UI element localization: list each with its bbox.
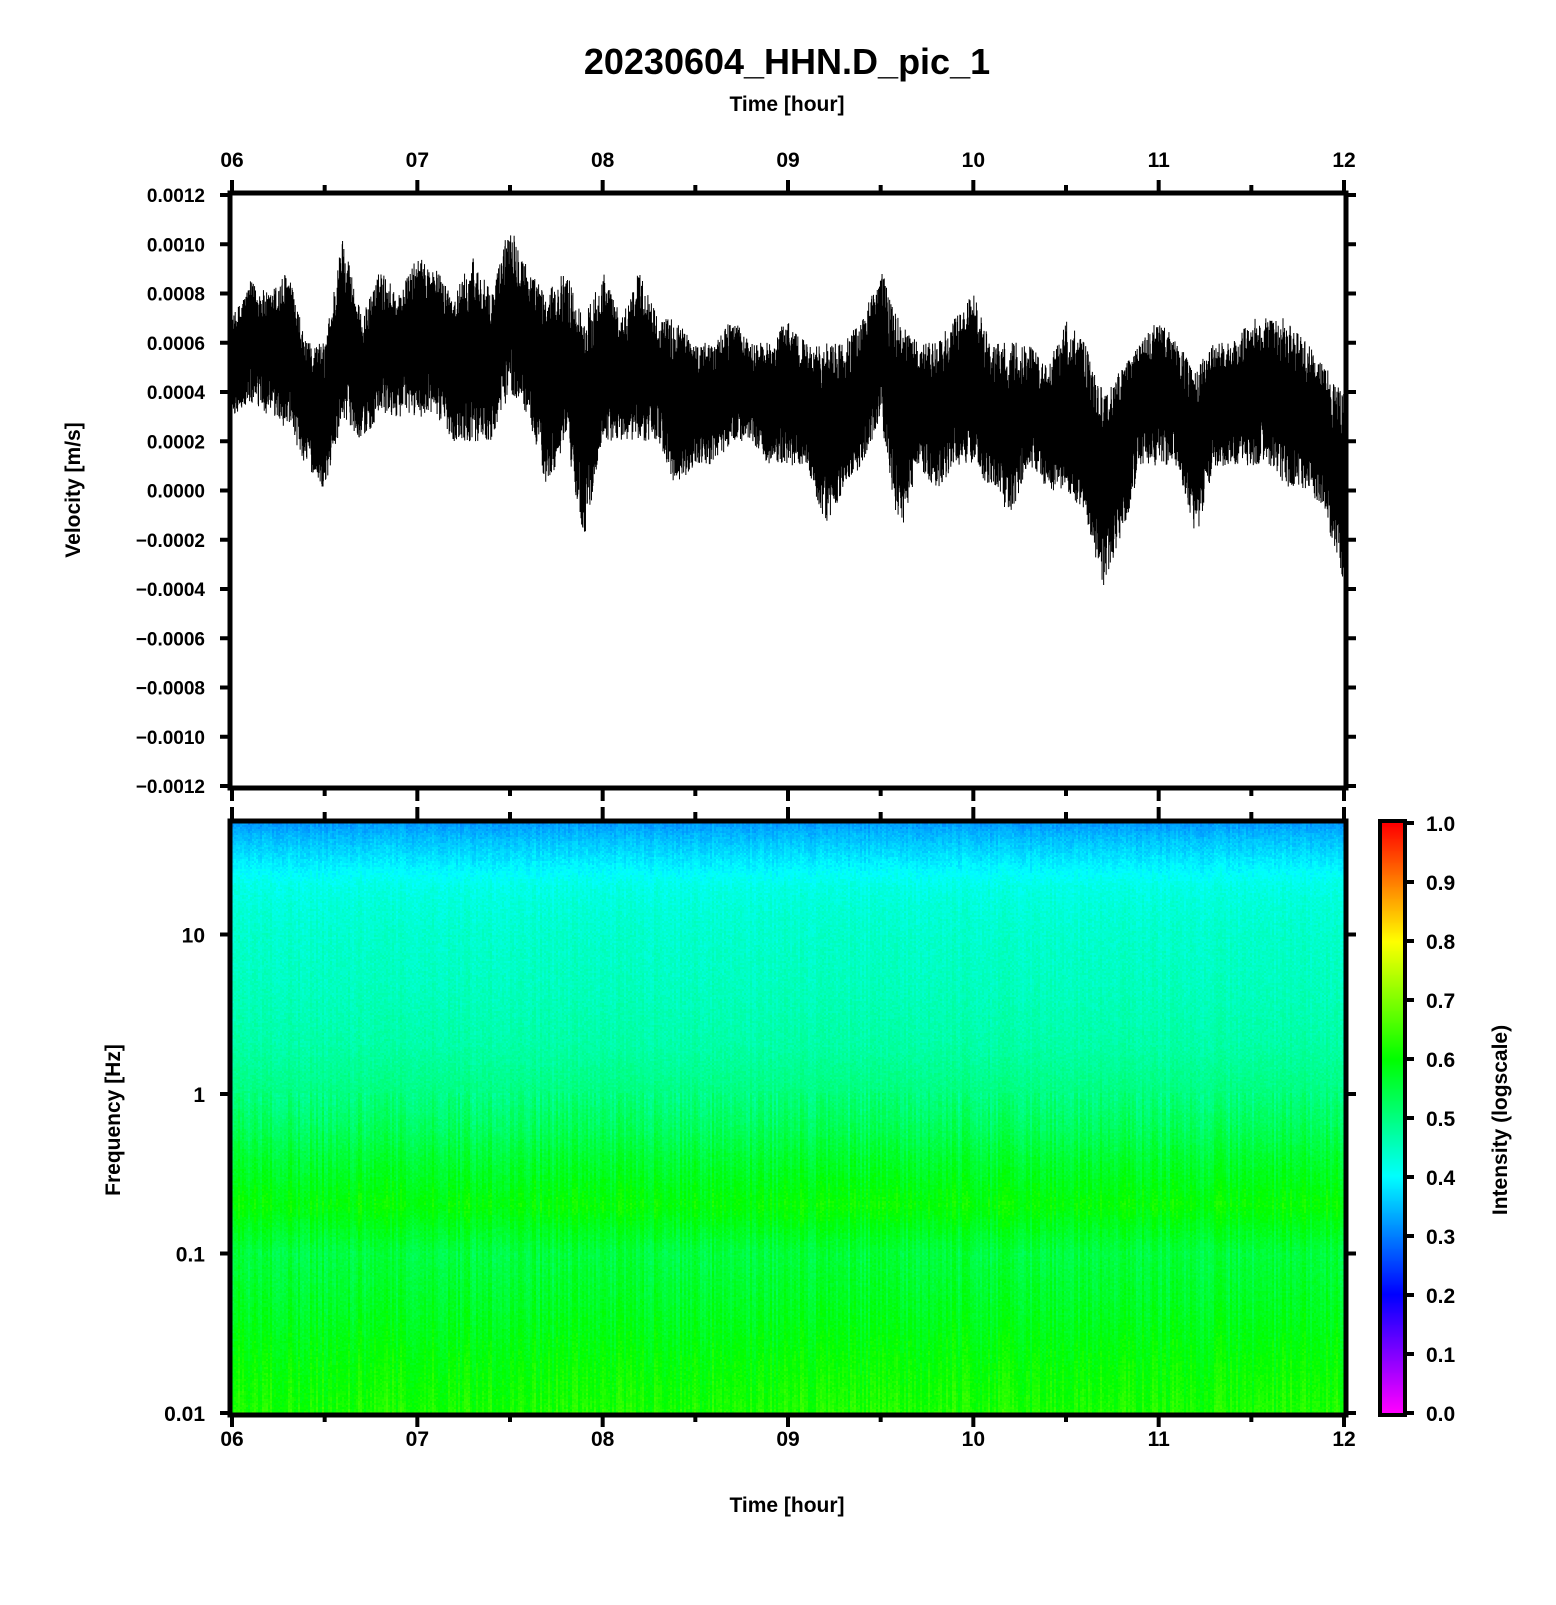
waveform-trace bbox=[232, 235, 1344, 586]
top-time-axis-label: Time [hour] bbox=[729, 93, 844, 116]
colorbar-tick-label: 0.0 bbox=[1426, 1403, 1455, 1426]
y-tick-label: 0.0000 bbox=[147, 482, 205, 503]
spec-x-tick-label: 06 bbox=[220, 1428, 243, 1451]
spectrogram-image bbox=[232, 823, 1344, 1413]
colorbar-ticks bbox=[1405, 821, 1414, 1415]
y-tick-label: 0.0008 bbox=[147, 285, 205, 306]
colorbar-tick-label: 0.9 bbox=[1426, 872, 1455, 895]
spec-x-tick-label: 11 bbox=[1148, 1428, 1171, 1451]
spec-x-tick-label: 09 bbox=[776, 1428, 799, 1451]
spec-x-tick-label: 07 bbox=[406, 1428, 429, 1451]
spec-x-tick-label: 08 bbox=[591, 1428, 615, 1451]
y-tick-label: 0.0010 bbox=[147, 235, 205, 256]
y-tick-label: 0.0012 bbox=[147, 186, 205, 207]
spec-x-tick-label: 10 bbox=[962, 1428, 985, 1451]
chart-title: 20230604_HHN.D_pic_1 bbox=[584, 41, 990, 82]
spec-y-tick-label: 1 bbox=[193, 1084, 205, 1107]
waveform-plot-area bbox=[227, 190, 1349, 791]
colorbar-label: Intensity (logscale) bbox=[1489, 1025, 1512, 1215]
y-tick-label: −0.0002 bbox=[136, 531, 205, 552]
colorbar-tick-label: 0.3 bbox=[1426, 1226, 1455, 1249]
top-x-tick-label: 07 bbox=[406, 149, 429, 172]
waveform-top-x-tick-labels: 06 07 08 09 10 11 12 bbox=[220, 149, 1355, 172]
spec-x-tick-label: 12 bbox=[1332, 1428, 1355, 1451]
y-tick-label: −0.0006 bbox=[136, 629, 205, 650]
y-tick-label: −0.0004 bbox=[136, 580, 206, 601]
waveform-ticks bbox=[220, 180, 1356, 801]
y-tick-label: −0.0010 bbox=[136, 728, 205, 749]
top-x-tick-label: 11 bbox=[1148, 149, 1171, 172]
colorbar-tick-label: 0.5 bbox=[1426, 1108, 1456, 1131]
spec-y-tick-label: 0.1 bbox=[176, 1243, 206, 1266]
top-x-tick-label: 10 bbox=[962, 149, 985, 172]
top-x-tick-label: 06 bbox=[220, 149, 243, 172]
top-x-tick-label: 08 bbox=[591, 149, 615, 172]
spectrogram-y-axis-label: Frequency [Hz] bbox=[102, 1044, 125, 1196]
colorbar-tick-label: 0.2 bbox=[1426, 1285, 1455, 1308]
waveform-y-tick-labels: 0.0012 0.0010 0.0008 0.0006 0.0004 0.0002 0.00… bbox=[136, 186, 206, 798]
spectrogram-x-tick-labels: 06 07 08 09 10 11 12 bbox=[220, 1428, 1355, 1451]
colorbar-gradient bbox=[1382, 823, 1403, 1413]
y-tick-label: 0.0004 bbox=[147, 383, 206, 404]
colorbar-tick-label: 0.6 bbox=[1426, 1049, 1455, 1072]
y-tick-label: −0.0012 bbox=[136, 777, 205, 798]
top-x-tick-label: 09 bbox=[776, 149, 799, 172]
spectrogram-x-axis-label: Time [hour] bbox=[729, 1494, 844, 1517]
colorbar-tick-label: 0.8 bbox=[1426, 931, 1456, 954]
waveform-y-axis-label: Velocity [m/s] bbox=[62, 422, 85, 557]
y-tick-label: 0.0002 bbox=[147, 432, 205, 453]
spectrogram-y-tick-labels: 10 1 0.1 0.01 bbox=[164, 924, 205, 1426]
waveform-panel: 06 07 08 09 10 11 12 0.00120.00100.00080.00060… bbox=[62, 149, 1356, 801]
colorbar-tick-label: 0.7 bbox=[1426, 990, 1455, 1013]
colorbar-tick-labels: 1.0 0.9 0.8 0.7 0.6 0.5 0.4 0.3 0.2 0.1 0.0 bbox=[1426, 813, 1456, 1426]
top-x-tick-label: 12 bbox=[1332, 149, 1355, 172]
colorbar: 1.0 0.9 0.8 0.7 0.6 0.5 0.4 0.3 0.2 0.1 0.0 Intens… bbox=[1405, 813, 1512, 1426]
y-tick-label: 0.0006 bbox=[147, 334, 205, 355]
colorbar-tick-label: 0.4 bbox=[1426, 1167, 1456, 1190]
colorbar-tick-label: 1.0 bbox=[1426, 813, 1455, 836]
y-tick-label: −0.0008 bbox=[136, 679, 205, 700]
spec-y-tick-label: 0.01 bbox=[164, 1403, 205, 1426]
spec-y-tick-label: 10 bbox=[182, 924, 205, 947]
colorbar-tick-label: 0.1 bbox=[1426, 1344, 1456, 1367]
